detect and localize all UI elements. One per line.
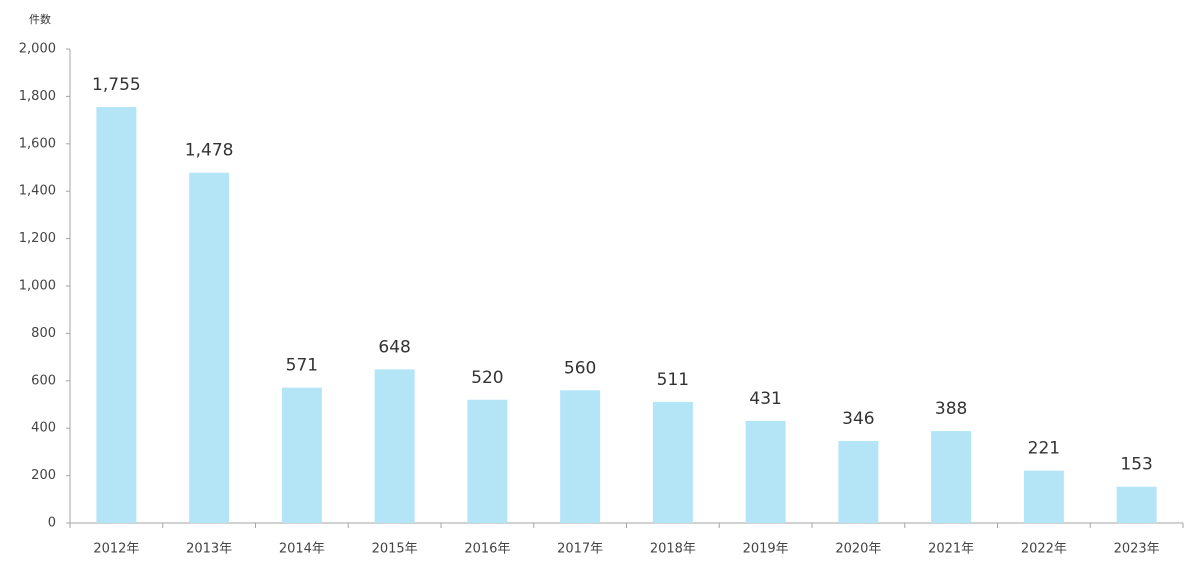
y-tick-label: 1,600 xyxy=(19,136,56,151)
x-tick-label: 2015年 xyxy=(372,542,418,557)
value-label: 153 xyxy=(1120,455,1152,475)
y-tick-label: 1,200 xyxy=(19,231,56,246)
x-tick-label: 2019年 xyxy=(743,542,789,557)
value-label: 1,478 xyxy=(185,141,234,161)
y-tick-label: 2,000 xyxy=(19,42,56,57)
y-tick-label: 1,400 xyxy=(19,184,56,199)
value-label: 221 xyxy=(1028,439,1060,459)
bar xyxy=(1023,470,1064,523)
y-axis-title: 件数 xyxy=(29,13,51,26)
x-tick-label: 2012年 xyxy=(93,542,139,557)
y-tick-label: 200 xyxy=(31,468,56,483)
value-label: 346 xyxy=(842,409,874,429)
value-label: 520 xyxy=(471,368,503,388)
bar xyxy=(745,420,786,523)
bar xyxy=(652,401,693,523)
y-tick-label: 800 xyxy=(31,326,56,341)
value-label: 560 xyxy=(564,358,596,378)
bar xyxy=(1116,486,1157,523)
bar xyxy=(96,107,137,523)
bar xyxy=(374,369,415,523)
bar xyxy=(467,399,508,523)
y-tick-label: 0 xyxy=(48,516,56,531)
y-tick-label: 1,800 xyxy=(19,89,56,104)
x-tick-label: 2017年 xyxy=(557,542,603,557)
value-label: 431 xyxy=(749,389,781,409)
x-tick-label: 2018年 xyxy=(650,542,696,557)
value-label: 648 xyxy=(378,337,410,357)
value-label: 388 xyxy=(935,399,967,419)
y-tick-label: 1,000 xyxy=(19,279,56,294)
value-label: 1,755 xyxy=(92,75,141,95)
bar xyxy=(281,387,322,523)
y-tick-label: 600 xyxy=(31,373,56,388)
x-tick-label: 2020年 xyxy=(835,542,881,557)
value-label: 511 xyxy=(657,370,689,390)
bar xyxy=(931,431,972,523)
y-tick-label: 400 xyxy=(31,421,56,436)
x-tick-label: 2016年 xyxy=(464,542,510,557)
x-tick-label: 2021年 xyxy=(928,542,974,557)
bar xyxy=(560,390,601,523)
x-tick-label: 2013年 xyxy=(186,542,232,557)
x-tick-label: 2022年 xyxy=(1021,542,1067,557)
value-label: 571 xyxy=(286,356,318,376)
x-tick-label: 2014年 xyxy=(279,542,325,557)
bar xyxy=(189,172,230,524)
bar xyxy=(838,440,879,523)
x-tick-label: 2023年 xyxy=(1114,542,1160,557)
